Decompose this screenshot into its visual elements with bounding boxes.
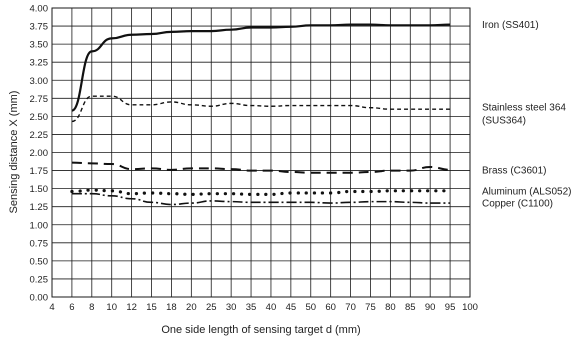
y-tick-label: 1.00 xyxy=(30,220,49,231)
series-line-0 xyxy=(71,23,451,112)
x-tick-label: 80 xyxy=(385,302,396,313)
x-tick-label: 10 xyxy=(106,302,117,313)
x-tick-label: 60 xyxy=(325,302,336,313)
x-tick-label: 20 xyxy=(186,302,197,313)
y-tick-label: 0.50 xyxy=(30,256,49,267)
series-label-4: Copper (C1100) xyxy=(482,199,553,210)
y-tick-label: 3.25 xyxy=(30,58,49,69)
y-tick-label: 1.25 xyxy=(30,202,49,213)
y-tick-label: 4.00 xyxy=(30,4,49,15)
x-tick-label: 6 xyxy=(69,302,74,313)
x-tick-label: 40 xyxy=(266,302,277,313)
y-tick-label: 1.50 xyxy=(30,184,49,195)
series-line-3 xyxy=(70,188,452,197)
y-tick-label: 0.25 xyxy=(30,274,49,285)
y-tick-label: 2.50 xyxy=(30,112,49,123)
y-tick-label: 3.75 xyxy=(30,22,49,33)
x-tick-label: 25 xyxy=(206,302,217,313)
y-tick-label: 2.75 xyxy=(30,94,49,105)
x-tick-label: 85 xyxy=(405,302,416,313)
x-tick-label: 30 xyxy=(226,302,237,313)
x-tick-label: 18 xyxy=(166,302,177,313)
series-lines xyxy=(70,23,452,206)
plot-frame xyxy=(51,7,471,298)
x-tick-label: 8 xyxy=(89,302,94,313)
x-tick-label: 4 xyxy=(49,302,54,313)
series-label-1: Stainless steel 364 xyxy=(482,103,566,114)
series-labels: Iron (SS401) Stainless steel 364 (SUS364) B… xyxy=(482,20,571,209)
series-line-4 xyxy=(71,192,451,206)
y-tick-label: 3.00 xyxy=(30,76,49,87)
y-tick-label: 2.00 xyxy=(30,148,49,159)
series-label-3: Aluminum (ALS052) xyxy=(482,186,571,197)
grid-lines xyxy=(51,7,471,298)
series-label-2: Brass (C3601) xyxy=(482,165,546,176)
y-tick-label: 1.75 xyxy=(30,166,49,177)
series-line-2 xyxy=(71,161,451,174)
tick-labels: 4 6 8 10 12 15 18 20 25 30 35 40 45 50 60 70 75 80 85 90 95 1… xyxy=(30,4,478,314)
x-tick-label: 70 xyxy=(345,302,356,313)
x-tick-label: 50 xyxy=(305,302,316,313)
series-line-1 xyxy=(71,95,451,123)
x-tick-label: 95 xyxy=(445,302,456,313)
y-tick-label: 0.00 xyxy=(30,293,49,304)
x-tick-label: 35 xyxy=(246,302,257,313)
series-label-1: (SUS364) xyxy=(482,116,526,127)
x-tick-label: 15 xyxy=(146,302,157,313)
x-tick-label: 75 xyxy=(365,302,376,313)
series-label-0: Iron (SS401) xyxy=(482,20,539,31)
y-axis-label: Sensing distance X (mm) xyxy=(8,91,20,214)
x-tick-label: 45 xyxy=(286,302,297,313)
x-tick-label: 100 xyxy=(462,302,478,313)
y-tick-label: 2.25 xyxy=(30,130,49,141)
y-tick-label: 0.75 xyxy=(30,238,49,249)
y-tick-label: 3.50 xyxy=(30,40,49,51)
x-axis-label: One side length of sensing target d (mm) xyxy=(161,324,360,336)
x-tick-label: 90 xyxy=(425,302,436,313)
x-tick-label: 12 xyxy=(126,302,137,313)
